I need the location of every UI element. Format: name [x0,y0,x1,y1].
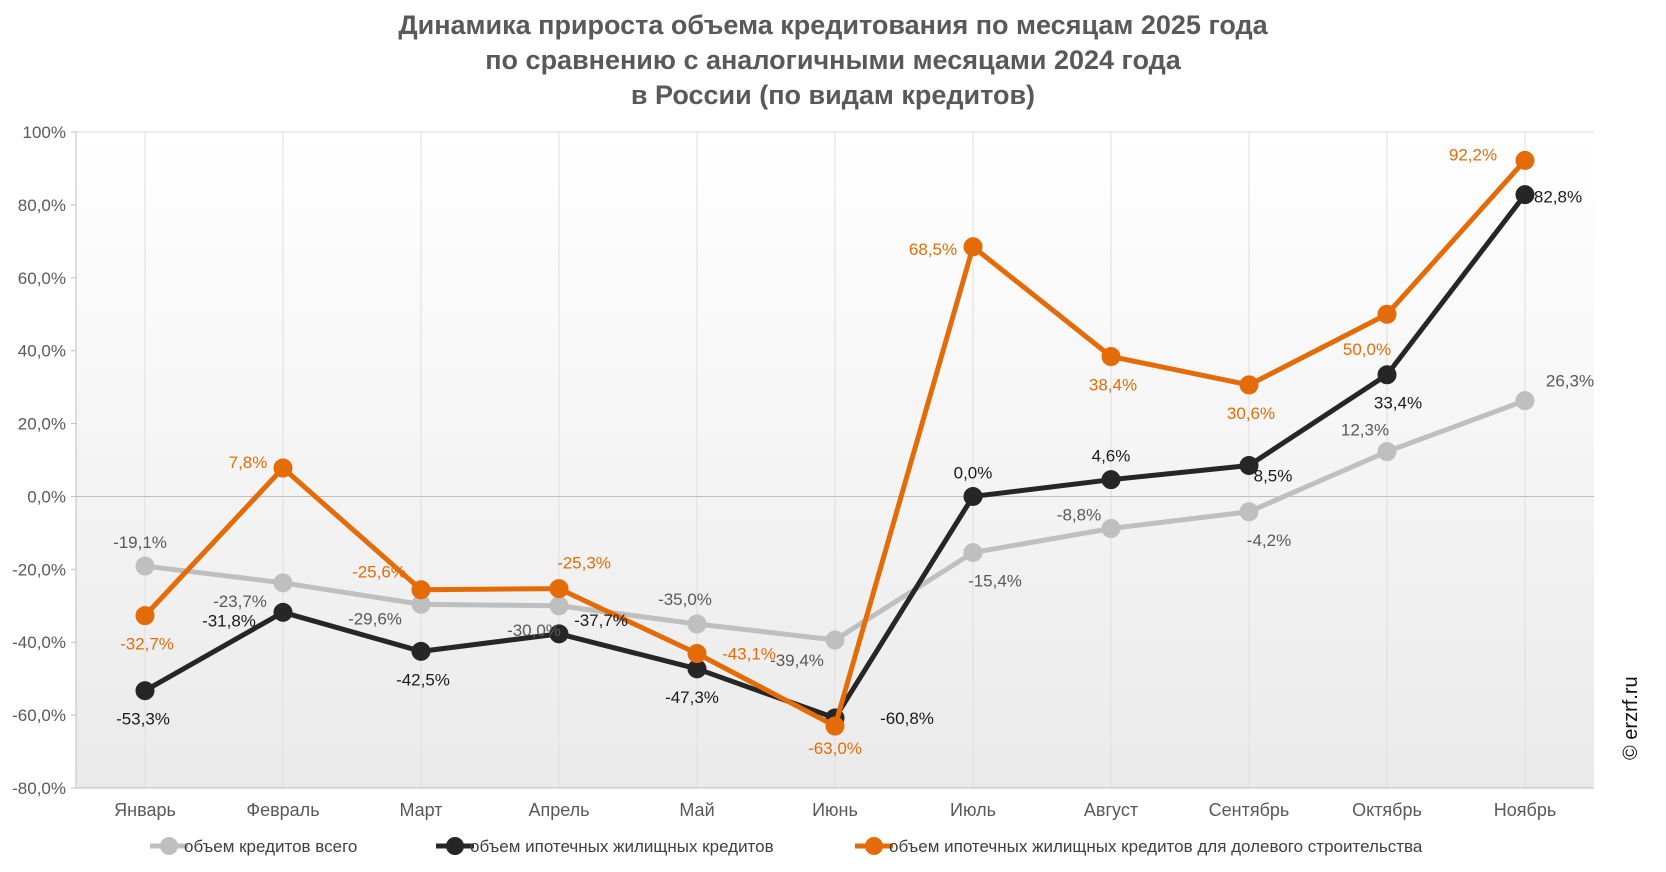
data-label-series-0: -39,4% [770,651,824,670]
data-label-series-0: -29,6% [348,609,402,628]
series [135,150,1535,736]
x-tick-label: Май [679,800,714,820]
x-tick-label: Март [399,800,442,820]
series-2-point [273,458,293,478]
chart-title-line-3: в России (по видам кредитов) [630,80,1036,110]
data-label-series-0: 26,3% [1546,372,1594,391]
data-label-series-2: -25,3% [557,554,611,573]
y-tick-label: -60,0% [12,706,66,725]
legend: объем кредитов всего объем ипотечных жили… [150,837,1423,856]
data-label-series-2: -25,6% [352,563,406,582]
series-1-point [1377,365,1397,385]
data-label-series-2: 50,0% [1343,340,1391,359]
y-tick-label: 20,0% [18,415,66,434]
data-label-series-0: -35,0% [658,590,712,609]
data-label-series-1: 0,0% [954,463,993,482]
data-label-series-2: 92,2% [1449,145,1497,164]
series-2-point [963,237,983,257]
y-tick-label: -20,0% [12,560,66,579]
x-tick-label: Июль [950,800,996,820]
data-label-series-1: 4,6% [1092,447,1131,466]
series-2-point [549,579,569,599]
data-label-series-2: 38,4% [1089,375,1137,394]
data-label-series-0: -15,4% [968,572,1022,591]
series-1-point [1515,185,1535,205]
y-tick-label: -80,0% [12,779,66,798]
data-label-series-1: 33,4% [1374,394,1422,413]
chart-title-line-2: по сравнению с аналогичными месяцами 202… [485,45,1181,75]
series-0-point [1377,442,1397,462]
x-tick-label: Февраль [246,800,319,820]
x-tick-label: Август [1084,800,1138,820]
data-label-series-1: -53,3% [116,710,170,729]
data-label-series-1: -60,8% [880,709,934,728]
data-label-series-0: -30,0% [507,621,561,640]
y-tick-label: 60,0% [18,269,66,288]
series-1-point [963,486,983,506]
series-0-point [549,596,569,616]
series-0-point [1515,391,1535,411]
data-label-series-1: -37,7% [574,611,628,630]
series-0-point [963,543,983,563]
data-label-series-1: -47,3% [665,688,719,707]
data-label-series-2: 68,5% [909,240,957,259]
data-label-series-2: -43,1% [722,645,776,664]
legend-label-1: объем ипотечных жилищных кредитов [470,837,774,856]
series-1-point [273,602,293,622]
series-2-point [687,644,707,664]
data-label-series-2: 7,8% [229,453,268,472]
data-labels: -19,1% -23,7% -29,6% -30,0% -35,0% -39,4% -15,… [113,145,1594,758]
x-tick-label: Июнь [812,800,858,820]
data-label-series-0: -4,2% [1247,531,1291,550]
series-1-point [1101,470,1121,490]
axes: 100% 80,0% 60,0% 40,0% 20,0% 0,0% -20,0% -40,0%… [12,123,1594,820]
y-tick-label: -40,0% [12,633,66,652]
data-label-series-2: -32,7% [120,635,174,654]
series-2-point [135,606,155,626]
y-tick-label: 40,0% [18,342,66,361]
legend-marker-1 [446,837,464,855]
data-label-series-2: 30,6% [1227,404,1275,423]
legend-marker-2 [865,837,883,855]
data-label-series-0: -19,1% [113,533,167,552]
x-tick-label: Ноябрь [1494,800,1556,820]
legend-label-0: объем кредитов всего [184,837,357,856]
data-label-series-2: -63,0% [808,739,862,758]
series-2-point [1515,150,1535,170]
data-label-series-1: -31,8% [202,611,256,630]
x-tick-label: Январь [114,800,176,820]
chart-title-line-1: Динамика прироста объема кредитования по… [398,10,1268,40]
series-2-point [1239,375,1259,395]
series-0-point [825,630,845,650]
series-2-point [411,580,431,600]
legend-marker-0 [160,837,178,855]
y-tick-label: 0,0% [27,487,66,506]
y-tick-label: 80,0% [18,196,66,215]
data-label-series-1: -42,5% [396,670,450,689]
series-2-point [825,716,845,736]
series-0-point [273,573,293,593]
series-0-point [687,614,707,634]
data-label-series-0: 12,3% [1341,421,1389,440]
series-1-point [135,681,155,701]
series-1-point [549,624,569,644]
series-0-point [1239,502,1259,522]
series-2-point [1101,346,1121,366]
data-label-series-1: 8,5% [1254,466,1293,485]
series-0-point [135,556,155,576]
data-label-series-0: -8,8% [1057,506,1101,525]
y-tick-label: 100% [23,123,66,142]
series-0-point [1101,519,1121,539]
x-tick-label: Сентябрь [1209,800,1290,820]
series-1-point [1239,455,1259,475]
data-label-series-1: 82,8% [1534,188,1582,207]
legend-label-2: объем ипотечных жилищных кредитов для до… [889,837,1423,856]
series-2-point [1377,304,1397,324]
x-tick-label: Апрель [528,800,589,820]
data-label-series-0: -23,7% [213,592,267,611]
x-tick-label: Октябрь [1352,800,1422,820]
watermark: © erzrf.ru [1620,676,1642,760]
series-1-point [411,641,431,661]
